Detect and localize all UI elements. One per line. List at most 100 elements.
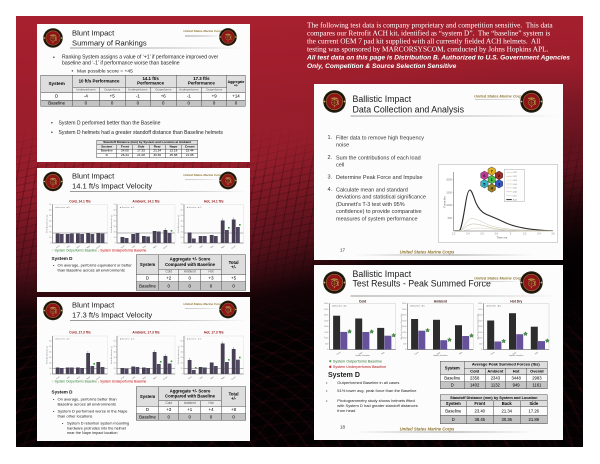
svg-text:10: 10 — [114, 368, 116, 370]
svg-text:■ Baseline ■ D: ■ Baseline ■ D — [56, 206, 71, 209]
svg-text:Ambient, 14.1 ft/s: Ambient, 14.1 ft/s — [132, 200, 159, 204]
svg-text:Side: Side — [132, 376, 136, 380]
svg-text:50: 50 — [181, 215, 183, 217]
svg-text:■ Baseline ■ D: ■ Baseline ■ D — [120, 206, 135, 209]
svg-text:10: 10 — [49, 237, 51, 239]
svg-text:1500: 1500 — [324, 332, 328, 334]
svg-text:10: 10 — [181, 368, 183, 370]
svg-text:1000: 1000 — [402, 338, 406, 340]
svg-text:10: 10 — [114, 237, 116, 239]
svg-text:500: 500 — [325, 344, 328, 346]
svg-text:Cold, 14.1 ft/s: Cold, 14.1 ft/s — [69, 200, 91, 204]
svg-text:500: 500 — [448, 216, 453, 220]
svg-text:Cold, 17.3 ft/s: Cold, 17.3 ft/s — [69, 331, 91, 335]
svg-text:Side: Side — [132, 245, 136, 249]
svg-text:40: 40 — [114, 221, 116, 223]
svg-text:3000: 3000 — [324, 315, 328, 317]
svg-text:2500: 2500 — [324, 320, 328, 322]
svg-text:2000: 2000 — [324, 326, 328, 328]
svg-text:0: 0 — [182, 374, 183, 376]
svg-text:2000: 2000 — [402, 326, 406, 328]
svg-text:30: 30 — [181, 357, 183, 359]
svg-text:2.2: 2.2 — [452, 233, 456, 236]
svg-text:1500: 1500 — [446, 190, 452, 194]
svg-text:20: 20 — [181, 363, 183, 365]
svg-text:Side: Side — [67, 245, 71, 249]
svg-text:Avg Peak Summed Force (lbs): Avg Peak Summed Force (lbs) — [400, 313, 403, 339]
svg-text:Front: Front — [414, 351, 420, 356]
svg-text:3: 3 — [498, 181, 501, 186]
svg-text:0: 0 — [327, 349, 328, 351]
svg-text:Avg Peak Summed Force (lbs): Avg Peak Summed Force (lbs) — [324, 313, 325, 339]
svg-text:Sum: Sum — [513, 199, 518, 201]
svg-text:Peak Acceleration (g): Peak Acceleration (g) — [177, 346, 180, 364]
svg-text:Front: Front — [120, 375, 125, 380]
svg-text:4: 4 — [491, 186, 494, 191]
svg-text:Side: Side — [199, 245, 203, 249]
svg-text:Side: Side — [67, 376, 71, 380]
svg-text:Cold: Cold — [359, 299, 366, 303]
svg-text:Impact Location: Impact Location — [433, 354, 447, 357]
svg-text:30: 30 — [49, 226, 51, 228]
svg-text:0: 0 — [115, 374, 116, 376]
svg-text:500: 500 — [403, 344, 406, 346]
svg-text:3500: 3500 — [324, 309, 328, 311]
svg-text:70: 70 — [49, 204, 51, 206]
svg-text:3.6: 3.6 — [551, 233, 555, 236]
svg-text:2.4: 2.4 — [466, 233, 470, 236]
svg-text:Peak Acceleration (g): Peak Acceleration (g) — [177, 214, 180, 232]
svg-text:0: 0 — [50, 374, 51, 376]
svg-text:Crown: Crown — [231, 375, 237, 380]
svg-text:Time ms: Time ms — [497, 236, 508, 240]
svg-text:Side: Side — [459, 352, 463, 356]
svg-text:■ Baseline ■ D: ■ Baseline ■ D — [487, 305, 502, 308]
svg-text:Front: Front — [187, 244, 192, 249]
svg-text:Peak Acceleration (g): Peak Acceleration (g) — [110, 214, 113, 232]
svg-text:Front: Front — [55, 244, 60, 249]
svg-text:10: 10 — [181, 237, 183, 239]
svg-text:3000: 3000 — [402, 315, 406, 317]
svg-text:1: 1 — [491, 177, 494, 182]
svg-text:50: 50 — [114, 346, 116, 348]
svg-text:20: 20 — [49, 232, 51, 234]
svg-text:Hot, 17.3 ft/s: Hot, 17.3 ft/s — [204, 331, 224, 335]
svg-text:3.4: 3.4 — [537, 233, 541, 236]
svg-text:0: 0 — [115, 243, 116, 245]
svg-text:0: 0 — [405, 349, 406, 351]
svg-text:Rear: Rear — [210, 375, 215, 380]
svg-text:Side: Side — [535, 352, 539, 356]
svg-text:Front: Front — [336, 351, 342, 356]
svg-text:LC1: LC1 — [513, 172, 518, 174]
svg-text:60: 60 — [181, 341, 183, 343]
svg-text:2000: 2000 — [478, 326, 482, 328]
svg-text:Crown: Crown — [162, 244, 168, 249]
svg-text:70: 70 — [114, 204, 116, 206]
svg-text:Rear: Rear — [142, 244, 147, 249]
svg-text:Rear: Rear — [76, 375, 81, 380]
svg-text:3: 3 — [510, 233, 512, 236]
svg-text:40: 40 — [114, 352, 116, 354]
svg-text:2.8: 2.8 — [495, 233, 499, 236]
svg-text:Front: Front — [187, 375, 192, 380]
svg-text:Back: Back — [359, 352, 364, 356]
svg-text:30: 30 — [181, 226, 183, 228]
svg-text:Impact Location: Impact Location — [509, 354, 523, 357]
svg-text:LC7: LC7 — [513, 196, 518, 198]
svg-text:Impact Location: Impact Location — [356, 354, 370, 357]
svg-text:Force lbs: Force lbs — [443, 196, 447, 208]
svg-text:Peak Acceleration (g): Peak Acceleration (g) — [110, 346, 113, 364]
svg-text:50: 50 — [49, 215, 51, 217]
svg-text:Crown: Crown — [95, 375, 101, 380]
svg-text:Nape: Nape — [86, 245, 90, 249]
svg-text:1500: 1500 — [402, 332, 406, 334]
svg-text:LC6: LC6 — [513, 192, 518, 194]
svg-text:■ Baseline ■ D: ■ Baseline ■ D — [120, 338, 135, 341]
svg-text:1000: 1000 — [324, 338, 328, 340]
svg-text:40: 40 — [181, 352, 183, 354]
svg-text:0: 0 — [481, 349, 482, 351]
svg-text:3000: 3000 — [478, 315, 482, 317]
svg-text:■ Baseline ■ D: ■ Baseline ■ D — [187, 338, 202, 341]
svg-text:LC3: LC3 — [513, 180, 518, 182]
svg-text:0: 0 — [50, 243, 51, 245]
svg-text:Back: Back — [512, 352, 517, 356]
